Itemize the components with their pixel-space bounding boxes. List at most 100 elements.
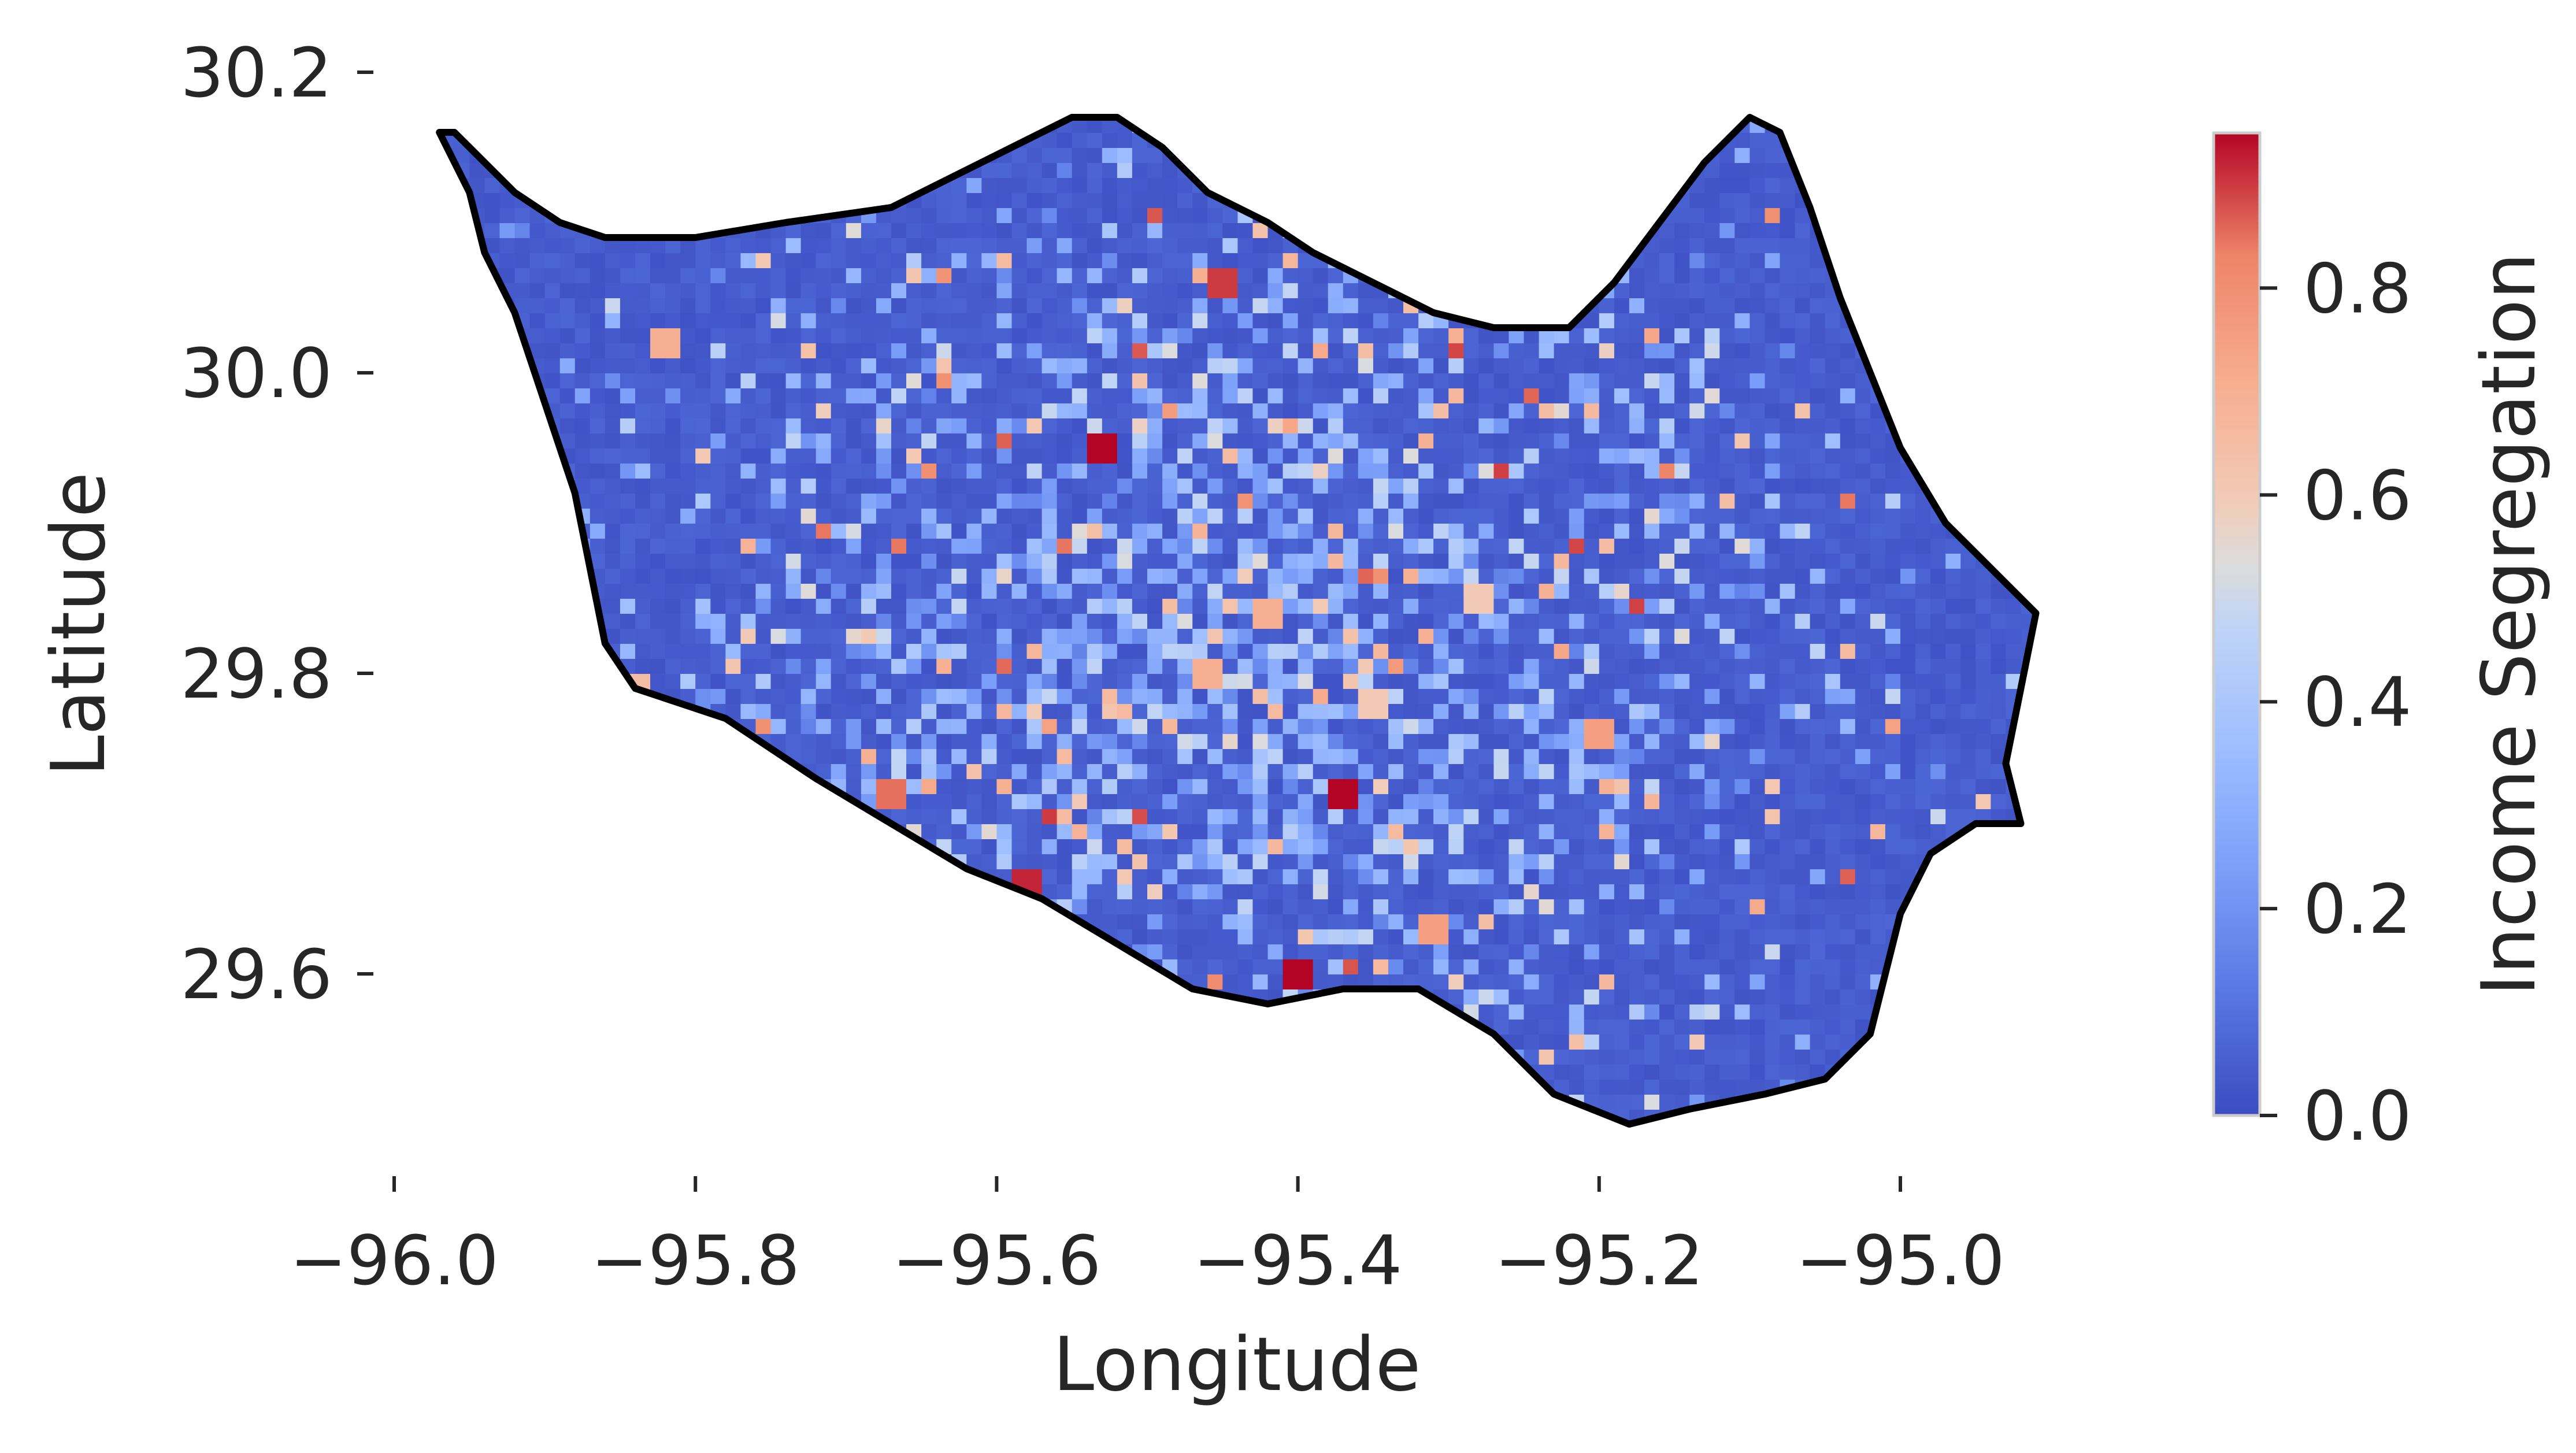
heatmap-cell	[409, 628, 425, 644]
heatmap-cell	[1117, 794, 1133, 809]
heatmap-cell	[1298, 658, 1314, 674]
heatmap-cell	[831, 839, 847, 854]
heatmap-cell	[574, 703, 591, 719]
heatmap-cell	[409, 373, 425, 388]
heatmap-cell	[379, 493, 395, 509]
heatmap-cell	[605, 147, 621, 163]
heatmap-cell	[1222, 418, 1239, 433]
heatmap-cell	[559, 824, 576, 839]
heatmap-cell	[590, 72, 606, 88]
heatmap-cell	[951, 223, 968, 238]
heatmap-cell	[1117, 403, 1133, 418]
heatmap-cell	[846, 568, 862, 584]
heatmap-cell	[605, 763, 621, 779]
heatmap-cell	[710, 809, 727, 824]
heatmap-cell	[1237, 42, 1253, 58]
heatmap-cell	[1072, 313, 1088, 328]
heatmap-cell	[1237, 388, 1254, 403]
heatmap-cell	[650, 643, 666, 659]
heatmap-cell	[996, 959, 1013, 974]
heatmap-cell	[816, 132, 832, 148]
heatmap-cell	[409, 1154, 425, 1170]
heatmap-cell	[861, 553, 877, 569]
heatmap-cell	[364, 1154, 380, 1170]
heatmap-cell	[1087, 433, 1103, 448]
heatmap-cell	[379, 388, 395, 403]
heatmap-cell	[635, 57, 651, 73]
heatmap-cell	[514, 1034, 531, 1050]
heatmap-cell	[1087, 132, 1103, 148]
heatmap-cell	[1072, 989, 1088, 1005]
heatmap-cell	[1192, 598, 1209, 614]
heatmap-cell	[1132, 914, 1148, 929]
heatmap-cell	[1177, 1079, 1194, 1095]
heatmap-cell	[349, 959, 365, 974]
heatmap-cell	[740, 703, 757, 719]
heatmap-cell	[846, 132, 862, 148]
heatmap-cell	[439, 283, 440, 298]
heatmap-cell	[499, 718, 516, 734]
heatmap-cell	[861, 343, 877, 358]
heatmap-cell	[1252, 177, 1269, 193]
heatmap-cell	[1162, 223, 1178, 238]
heatmap-cell	[1072, 553, 1088, 569]
heatmap-cell	[1117, 809, 1133, 824]
heatmap-cell	[861, 1034, 877, 1050]
heatmap-cell	[1132, 358, 1148, 373]
heatmap-cell	[816, 748, 832, 764]
heatmap-cell	[966, 508, 983, 524]
heatmap-cell	[695, 403, 711, 418]
heatmap-cell	[439, 809, 440, 824]
heatmap-cell	[921, 748, 937, 764]
heatmap-cell	[876, 27, 892, 43]
heatmap-cell	[1132, 1109, 1148, 1124]
heatmap-cell	[1072, 628, 1088, 644]
heatmap-cell	[665, 1019, 681, 1035]
heatmap-cell	[1117, 598, 1133, 614]
heatmap-cell	[319, 1124, 335, 1140]
heatmap-cell	[574, 1034, 591, 1050]
heatmap-cell	[454, 523, 470, 539]
heatmap-cell	[394, 748, 410, 764]
heatmap-cell	[334, 794, 350, 809]
heatmap-cell	[635, 42, 651, 58]
heatmap-cell	[1147, 493, 1163, 509]
heatmap-cell	[665, 1064, 681, 1080]
heatmap-cell	[906, 358, 922, 373]
heatmap-cell	[334, 568, 350, 584]
heatmap-cell	[635, 72, 651, 88]
heatmap-cell	[590, 523, 606, 539]
heatmap-cell	[785, 448, 802, 464]
heatmap-cell	[1252, 538, 1269, 554]
heatmap-cell	[936, 493, 952, 509]
heatmap-cell	[439, 1034, 455, 1050]
heatmap-cell	[650, 929, 666, 944]
heatmap-cell	[710, 117, 727, 118]
heatmap-cell	[514, 794, 531, 809]
heatmap-cell	[981, 478, 998, 494]
heatmap-cell	[921, 162, 937, 178]
heatmap-cell	[785, 884, 802, 899]
heatmap-cell	[665, 132, 681, 148]
heatmap-cell	[1177, 703, 1194, 719]
heatmap-cell	[906, 643, 922, 659]
heatmap-cell	[740, 989, 757, 1005]
heatmap-cell	[861, 959, 877, 974]
heatmap-cell	[951, 929, 968, 944]
heatmap-cell	[1057, 493, 1073, 509]
heatmap-cell	[319, 748, 335, 764]
heatmap-cell	[1102, 223, 1118, 238]
heatmap-cell	[981, 884, 998, 899]
heatmap-cell	[921, 763, 937, 779]
heatmap-cell	[771, 42, 787, 58]
heatmap-cell	[800, 1079, 817, 1095]
heatmap-cell	[680, 989, 696, 1005]
heatmap-cell	[936, 1064, 952, 1080]
heatmap-cell	[966, 448, 983, 464]
heatmap-cell	[1162, 568, 1178, 584]
heatmap-cell	[559, 1109, 576, 1124]
heatmap-cell	[816, 87, 832, 103]
heatmap-cell	[800, 658, 817, 674]
heatmap-cell	[936, 944, 952, 959]
heatmap-cell	[319, 1079, 335, 1095]
